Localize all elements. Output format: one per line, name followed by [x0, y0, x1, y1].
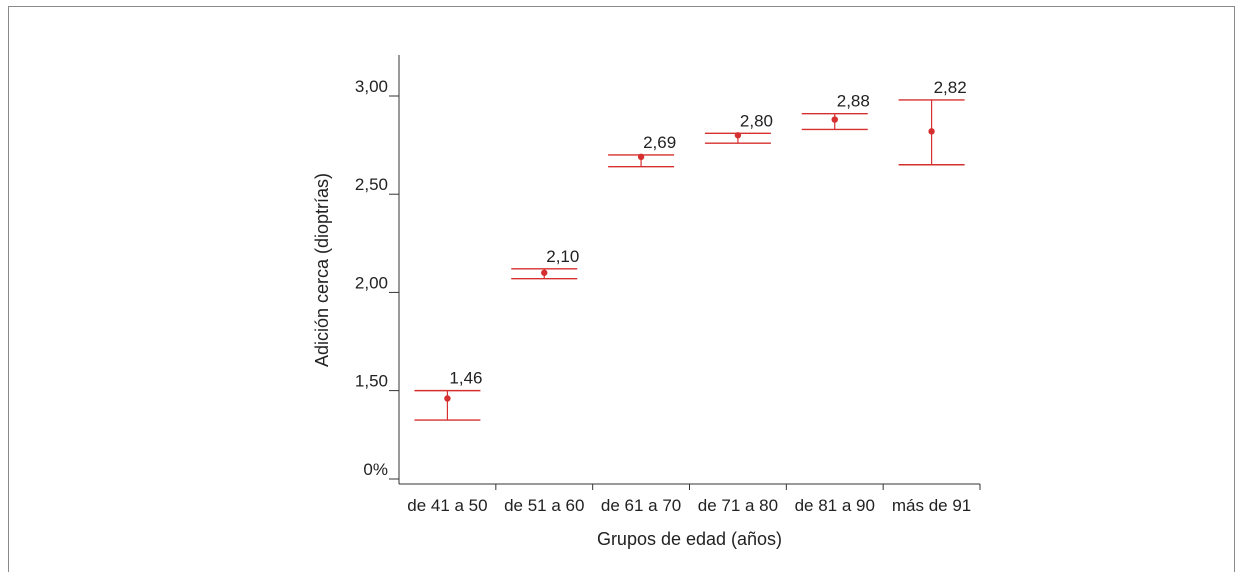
chart-frame — [8, 6, 1235, 572]
y-tick-label: 3,00 — [355, 77, 388, 96]
data-point — [734, 132, 742, 139]
y-tick-label: 2,00 — [355, 273, 388, 292]
y-tick-label: 0% — [363, 460, 388, 479]
x-tick-label: de 81 a 90 — [795, 496, 875, 515]
data-label: 2,69 — [643, 133, 676, 152]
data-point — [444, 395, 451, 402]
data-label: 2,10 — [546, 247, 579, 266]
x-tick-label: de 71 a 80 — [698, 496, 778, 515]
data-point — [928, 128, 935, 135]
y-tick-label: 1,50 — [355, 372, 388, 391]
chart-marks: 1,46 2,10 2,69 2,80 2,88 2,82 — [414, 78, 967, 421]
x-tick-label: de 51 a 60 — [504, 496, 584, 515]
y-axis-title: Adición cerca (dioptrías) — [312, 173, 332, 367]
data-point — [831, 116, 838, 123]
x-axis-title: Grupos de edad (años) — [597, 529, 782, 549]
data-label: 2,82 — [934, 78, 967, 97]
data-label: 1,46 — [449, 369, 482, 388]
data-point — [541, 269, 548, 276]
x-tick-label: de 41 a 50 — [407, 496, 487, 515]
data-label: 2,80 — [740, 111, 773, 130]
x-tick-label: más de 91 — [892, 496, 971, 515]
x-tick-label: de 61 a 70 — [601, 496, 681, 515]
data-point — [637, 153, 645, 161]
axes: 0% 1,50 2,00 2,50 3,00 de 41 a 50 de 51 a 60 de… — [355, 55, 981, 515]
y-tick-label: 2,50 — [355, 175, 388, 194]
data-label: 2,88 — [837, 92, 870, 111]
